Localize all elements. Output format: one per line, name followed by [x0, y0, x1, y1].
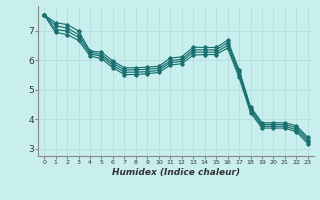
X-axis label: Humidex (Indice chaleur): Humidex (Indice chaleur)	[112, 168, 240, 177]
